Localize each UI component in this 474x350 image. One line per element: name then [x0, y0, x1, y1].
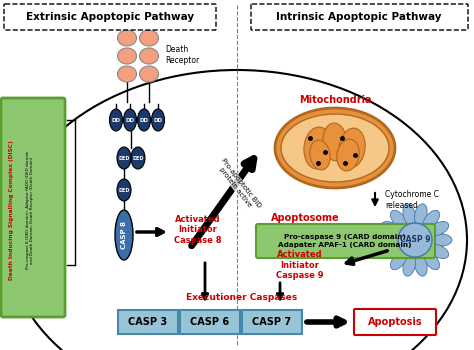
- Ellipse shape: [281, 114, 389, 182]
- Text: DD: DD: [111, 118, 120, 122]
- FancyBboxPatch shape: [1, 98, 65, 317]
- Ellipse shape: [115, 210, 133, 260]
- Text: Pro-caspase 9 (CARD domain)
Adapater APAF-1 (CARD domain): Pro-caspase 9 (CARD domain) Adapater APA…: [278, 234, 412, 247]
- Ellipse shape: [118, 66, 137, 82]
- Text: Activated
Initiator
Caspase 9: Activated Initiator Caspase 9: [276, 250, 324, 280]
- FancyBboxPatch shape: [354, 309, 436, 335]
- Text: Intrinsic Apoptopic Pathway: Intrinsic Apoptopic Pathway: [276, 12, 442, 22]
- Text: Death
Receptor: Death Receptor: [165, 45, 199, 65]
- Text: Activated
Initiator
Caspase 8: Activated Initiator Caspase 8: [174, 215, 222, 245]
- Text: CASP 9: CASP 9: [400, 236, 430, 245]
- Ellipse shape: [414, 254, 427, 276]
- Ellipse shape: [118, 48, 137, 64]
- Text: Apoptosis: Apoptosis: [368, 317, 422, 327]
- Ellipse shape: [275, 108, 395, 188]
- Text: Pro-caspase 8 (DED domain), Adaptor FADD (DED domain
and Death Domain, Death Rec: Pro-caspase 8 (DED domain), Adaptor FADD…: [26, 151, 34, 269]
- Ellipse shape: [423, 251, 439, 270]
- Text: Death Inducing Signalling Complex (DISC): Death Inducing Signalling Complex (DISC): [9, 140, 15, 280]
- Text: Executioner Caspases: Executioner Caspases: [186, 294, 298, 302]
- Text: DD: DD: [126, 118, 135, 122]
- Ellipse shape: [310, 140, 330, 170]
- Ellipse shape: [381, 222, 402, 236]
- FancyBboxPatch shape: [251, 4, 468, 30]
- Text: Mitochondria: Mitochondria: [299, 95, 371, 105]
- Ellipse shape: [137, 109, 151, 131]
- Ellipse shape: [403, 254, 416, 276]
- Ellipse shape: [381, 244, 402, 259]
- Ellipse shape: [391, 210, 407, 229]
- Ellipse shape: [323, 123, 347, 161]
- Ellipse shape: [428, 244, 449, 259]
- Ellipse shape: [337, 139, 359, 171]
- Ellipse shape: [131, 147, 145, 169]
- Text: CASP 3: CASP 3: [128, 317, 168, 327]
- Ellipse shape: [139, 48, 158, 64]
- Bar: [118, 310, 178, 334]
- Text: CASP 7: CASP 7: [253, 317, 292, 327]
- Text: DED: DED: [118, 188, 130, 193]
- Text: Apoptosome: Apoptosome: [271, 213, 339, 223]
- Ellipse shape: [124, 109, 137, 131]
- Text: DD: DD: [154, 118, 163, 122]
- Text: Pro-apoptotic BID
protein active: Pro-apoptotic BID protein active: [214, 157, 262, 213]
- Text: CASP 8: CASP 8: [121, 221, 127, 249]
- Ellipse shape: [430, 234, 452, 246]
- FancyBboxPatch shape: [4, 4, 216, 30]
- Text: DED: DED: [132, 155, 144, 161]
- Text: CASP 6: CASP 6: [191, 317, 229, 327]
- Ellipse shape: [403, 204, 416, 225]
- Ellipse shape: [139, 30, 158, 46]
- Bar: [242, 310, 302, 334]
- Ellipse shape: [304, 127, 332, 169]
- Text: Cytochrome C
released: Cytochrome C released: [385, 190, 439, 210]
- Text: DD: DD: [139, 118, 148, 122]
- Ellipse shape: [378, 234, 400, 246]
- Ellipse shape: [414, 204, 427, 225]
- Ellipse shape: [139, 66, 158, 82]
- Ellipse shape: [339, 128, 365, 168]
- Text: DED: DED: [118, 155, 130, 161]
- Ellipse shape: [117, 179, 131, 201]
- Ellipse shape: [423, 210, 439, 229]
- Ellipse shape: [391, 251, 407, 270]
- Ellipse shape: [428, 222, 449, 236]
- Ellipse shape: [117, 147, 131, 169]
- Bar: [180, 310, 240, 334]
- Ellipse shape: [398, 223, 432, 257]
- Text: Extrinsic Apoptopic Pathway: Extrinsic Apoptopic Pathway: [26, 12, 194, 22]
- Ellipse shape: [152, 109, 164, 131]
- FancyBboxPatch shape: [256, 224, 435, 258]
- Ellipse shape: [109, 109, 122, 131]
- Ellipse shape: [118, 30, 137, 46]
